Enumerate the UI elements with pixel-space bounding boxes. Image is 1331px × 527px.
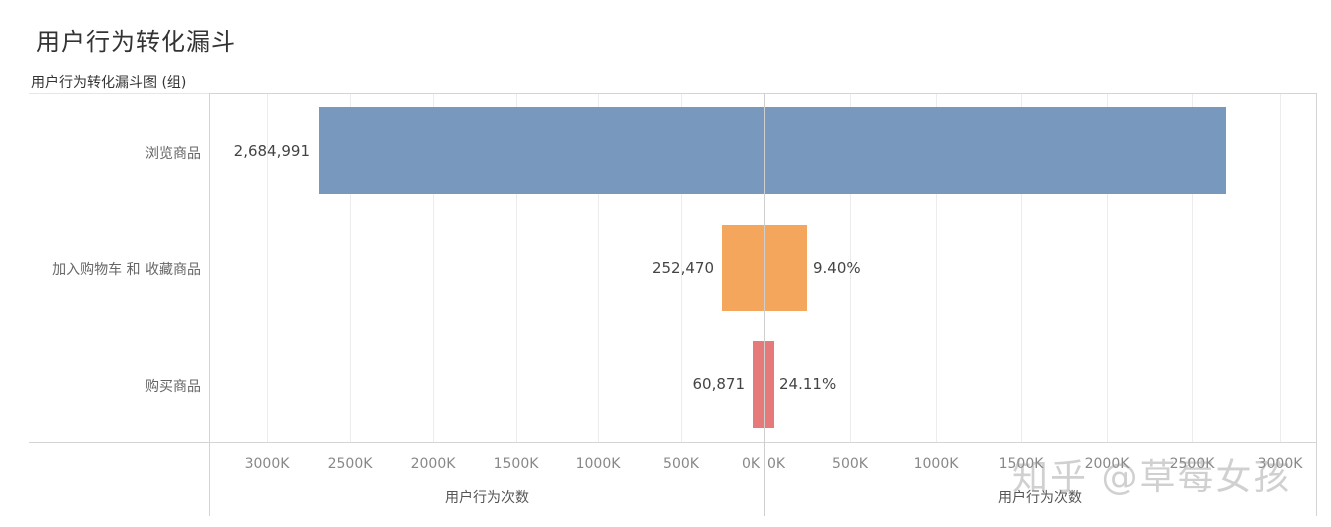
- pct-label-buy: 24.11%: [779, 375, 837, 393]
- gridline: [1280, 94, 1281, 442]
- x-axis-line: [29, 442, 1316, 443]
- right-axis-tick: 500K: [832, 456, 868, 472]
- left-axis-tick: 1500K: [493, 456, 539, 472]
- gridline: [433, 94, 434, 442]
- right-axis-tick: 2000K: [1084, 456, 1130, 472]
- right-axis-tick: 1000K: [913, 456, 959, 472]
- gridline: [1107, 94, 1108, 442]
- left-axis-tick: 500K: [663, 456, 699, 472]
- chart-subtitle: 用户行为转化漏斗图 (组): [31, 75, 187, 91]
- gridline: [681, 94, 682, 442]
- row-header-divider: [209, 93, 210, 516]
- gridline: [936, 94, 937, 442]
- bar-browse[interactable]: [319, 107, 1226, 194]
- gridline: [350, 94, 351, 442]
- left-axis-title: 用户行为次数: [445, 490, 529, 506]
- gridline: [1192, 94, 1193, 442]
- pct-label-cart-fav: 9.40%: [813, 259, 861, 277]
- chart-top-border: [209, 93, 1316, 94]
- subtitle-underline: [29, 93, 209, 94]
- gridline: [598, 94, 599, 442]
- right-axis-tick: 0K: [766, 456, 786, 472]
- center-divider: [764, 93, 765, 516]
- right-axis-title: 用户行为次数: [998, 490, 1082, 506]
- gridline: [1021, 94, 1022, 442]
- left-axis-tick: 1000K: [575, 456, 621, 472]
- watermark: 知乎 @草莓女孩: [1012, 457, 1292, 498]
- row-label-browse: 浏览商品: [145, 146, 201, 162]
- count-label-cart-fav: 252,470: [651, 259, 714, 277]
- right-axis-tick: 1500K: [998, 456, 1044, 472]
- right-axis-tick: 2500K: [1169, 456, 1215, 472]
- bar-buy[interactable]: [753, 341, 774, 428]
- left-axis-tick: 2500K: [327, 456, 373, 472]
- row-label-buy: 购买商品: [145, 379, 201, 395]
- left-axis-tick: 2000K: [410, 456, 456, 472]
- chart-right-border: [1316, 93, 1317, 516]
- right-axis-tick: 3000K: [1257, 456, 1303, 472]
- count-label-browse: 2,684,991: [233, 142, 310, 160]
- row-label-cart-fav: 加入购物车 和 收藏商品: [52, 262, 201, 278]
- gridline: [516, 94, 517, 442]
- page-title: 用户行为转化漏斗: [36, 28, 236, 56]
- gridline: [850, 94, 851, 442]
- left-axis-tick: 3000K: [244, 456, 290, 472]
- gridline: [267, 94, 268, 442]
- left-axis-tick: 0K: [741, 456, 761, 472]
- count-label-buy: 60,871: [692, 375, 746, 393]
